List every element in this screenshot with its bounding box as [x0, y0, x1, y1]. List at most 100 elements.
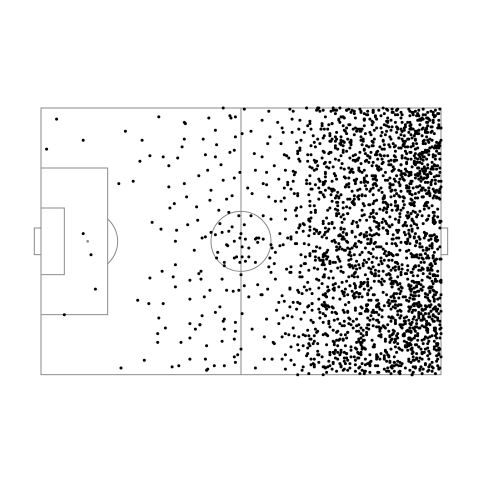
data-point — [309, 210, 313, 214]
data-point — [268, 135, 272, 139]
data-point — [173, 239, 177, 243]
data-point — [286, 180, 290, 184]
data-point — [410, 136, 414, 140]
data-point — [293, 242, 297, 246]
data-point — [262, 335, 266, 339]
data-point — [408, 368, 412, 372]
data-point — [213, 155, 217, 159]
data-point — [382, 112, 386, 116]
data-point — [213, 128, 217, 132]
data-point — [432, 175, 436, 179]
data-point — [300, 275, 304, 279]
data-point — [409, 252, 413, 256]
data-point — [415, 343, 419, 347]
data-point — [398, 316, 402, 320]
data-point — [381, 106, 385, 110]
data-point — [358, 253, 362, 257]
data-point — [403, 233, 407, 237]
data-point — [317, 186, 321, 190]
data-point — [333, 139, 337, 143]
data-point — [372, 219, 376, 223]
data-point — [351, 219, 355, 223]
data-point — [321, 222, 325, 226]
data-point — [407, 186, 411, 190]
data-point — [398, 360, 402, 364]
data-point — [182, 182, 186, 186]
data-point — [345, 356, 349, 360]
data-point — [265, 170, 269, 174]
data-point — [332, 226, 336, 230]
data-point — [396, 113, 400, 117]
data-point — [406, 137, 410, 141]
data-point — [430, 160, 434, 164]
data-point — [405, 224, 409, 228]
data-point — [288, 305, 292, 309]
data-point — [261, 237, 265, 241]
data-point — [399, 270, 403, 274]
data-point — [278, 232, 282, 236]
data-point — [321, 312, 325, 316]
data-point — [420, 186, 424, 190]
data-point — [55, 117, 59, 121]
data-point — [327, 359, 331, 363]
data-point — [341, 150, 345, 154]
data-point — [208, 198, 212, 202]
data-point — [386, 323, 390, 327]
data-point — [308, 254, 312, 258]
data-point — [333, 196, 337, 200]
data-point — [302, 310, 306, 314]
data-point — [368, 203, 372, 207]
data-point — [333, 157, 337, 161]
data-point — [272, 262, 276, 266]
data-point — [376, 364, 380, 368]
data-point — [218, 222, 222, 226]
data-point — [360, 250, 364, 254]
data-point — [305, 178, 309, 182]
data-point — [198, 323, 202, 327]
data-point — [412, 286, 416, 290]
data-point — [418, 245, 422, 249]
data-point — [339, 166, 343, 170]
data-point — [308, 122, 312, 126]
data-point — [435, 140, 439, 144]
data-point — [283, 208, 287, 212]
data-point — [379, 335, 383, 339]
data-point — [439, 126, 443, 130]
data-point — [297, 127, 301, 131]
data-point — [375, 225, 379, 229]
data-point — [380, 147, 384, 151]
data-point — [360, 340, 364, 344]
data-point — [379, 259, 383, 263]
data-point — [387, 224, 391, 228]
data-point — [336, 350, 340, 354]
data-point — [349, 348, 353, 352]
data-point — [396, 336, 400, 340]
data-point — [270, 357, 274, 361]
data-point — [329, 193, 333, 197]
data-point — [335, 369, 339, 373]
data-point — [366, 109, 370, 113]
data-point — [317, 307, 321, 311]
data-point — [308, 219, 312, 223]
data-point — [428, 137, 432, 141]
data-point — [417, 312, 421, 316]
data-point — [235, 255, 239, 259]
data-point — [433, 236, 437, 240]
data-point — [352, 272, 356, 276]
data-point — [136, 298, 140, 302]
data-point — [330, 367, 334, 371]
data-point — [160, 269, 164, 273]
data-point — [433, 144, 437, 148]
data-point — [230, 225, 234, 229]
data-point — [409, 330, 413, 334]
data-point — [393, 260, 397, 264]
data-point — [379, 245, 383, 249]
data-point — [332, 318, 336, 322]
data-point — [408, 173, 412, 177]
data-point — [253, 366, 257, 370]
data-point — [273, 250, 277, 254]
data-point — [192, 248, 196, 252]
data-point — [318, 316, 322, 320]
data-point — [368, 215, 372, 219]
data-point — [206, 367, 210, 371]
